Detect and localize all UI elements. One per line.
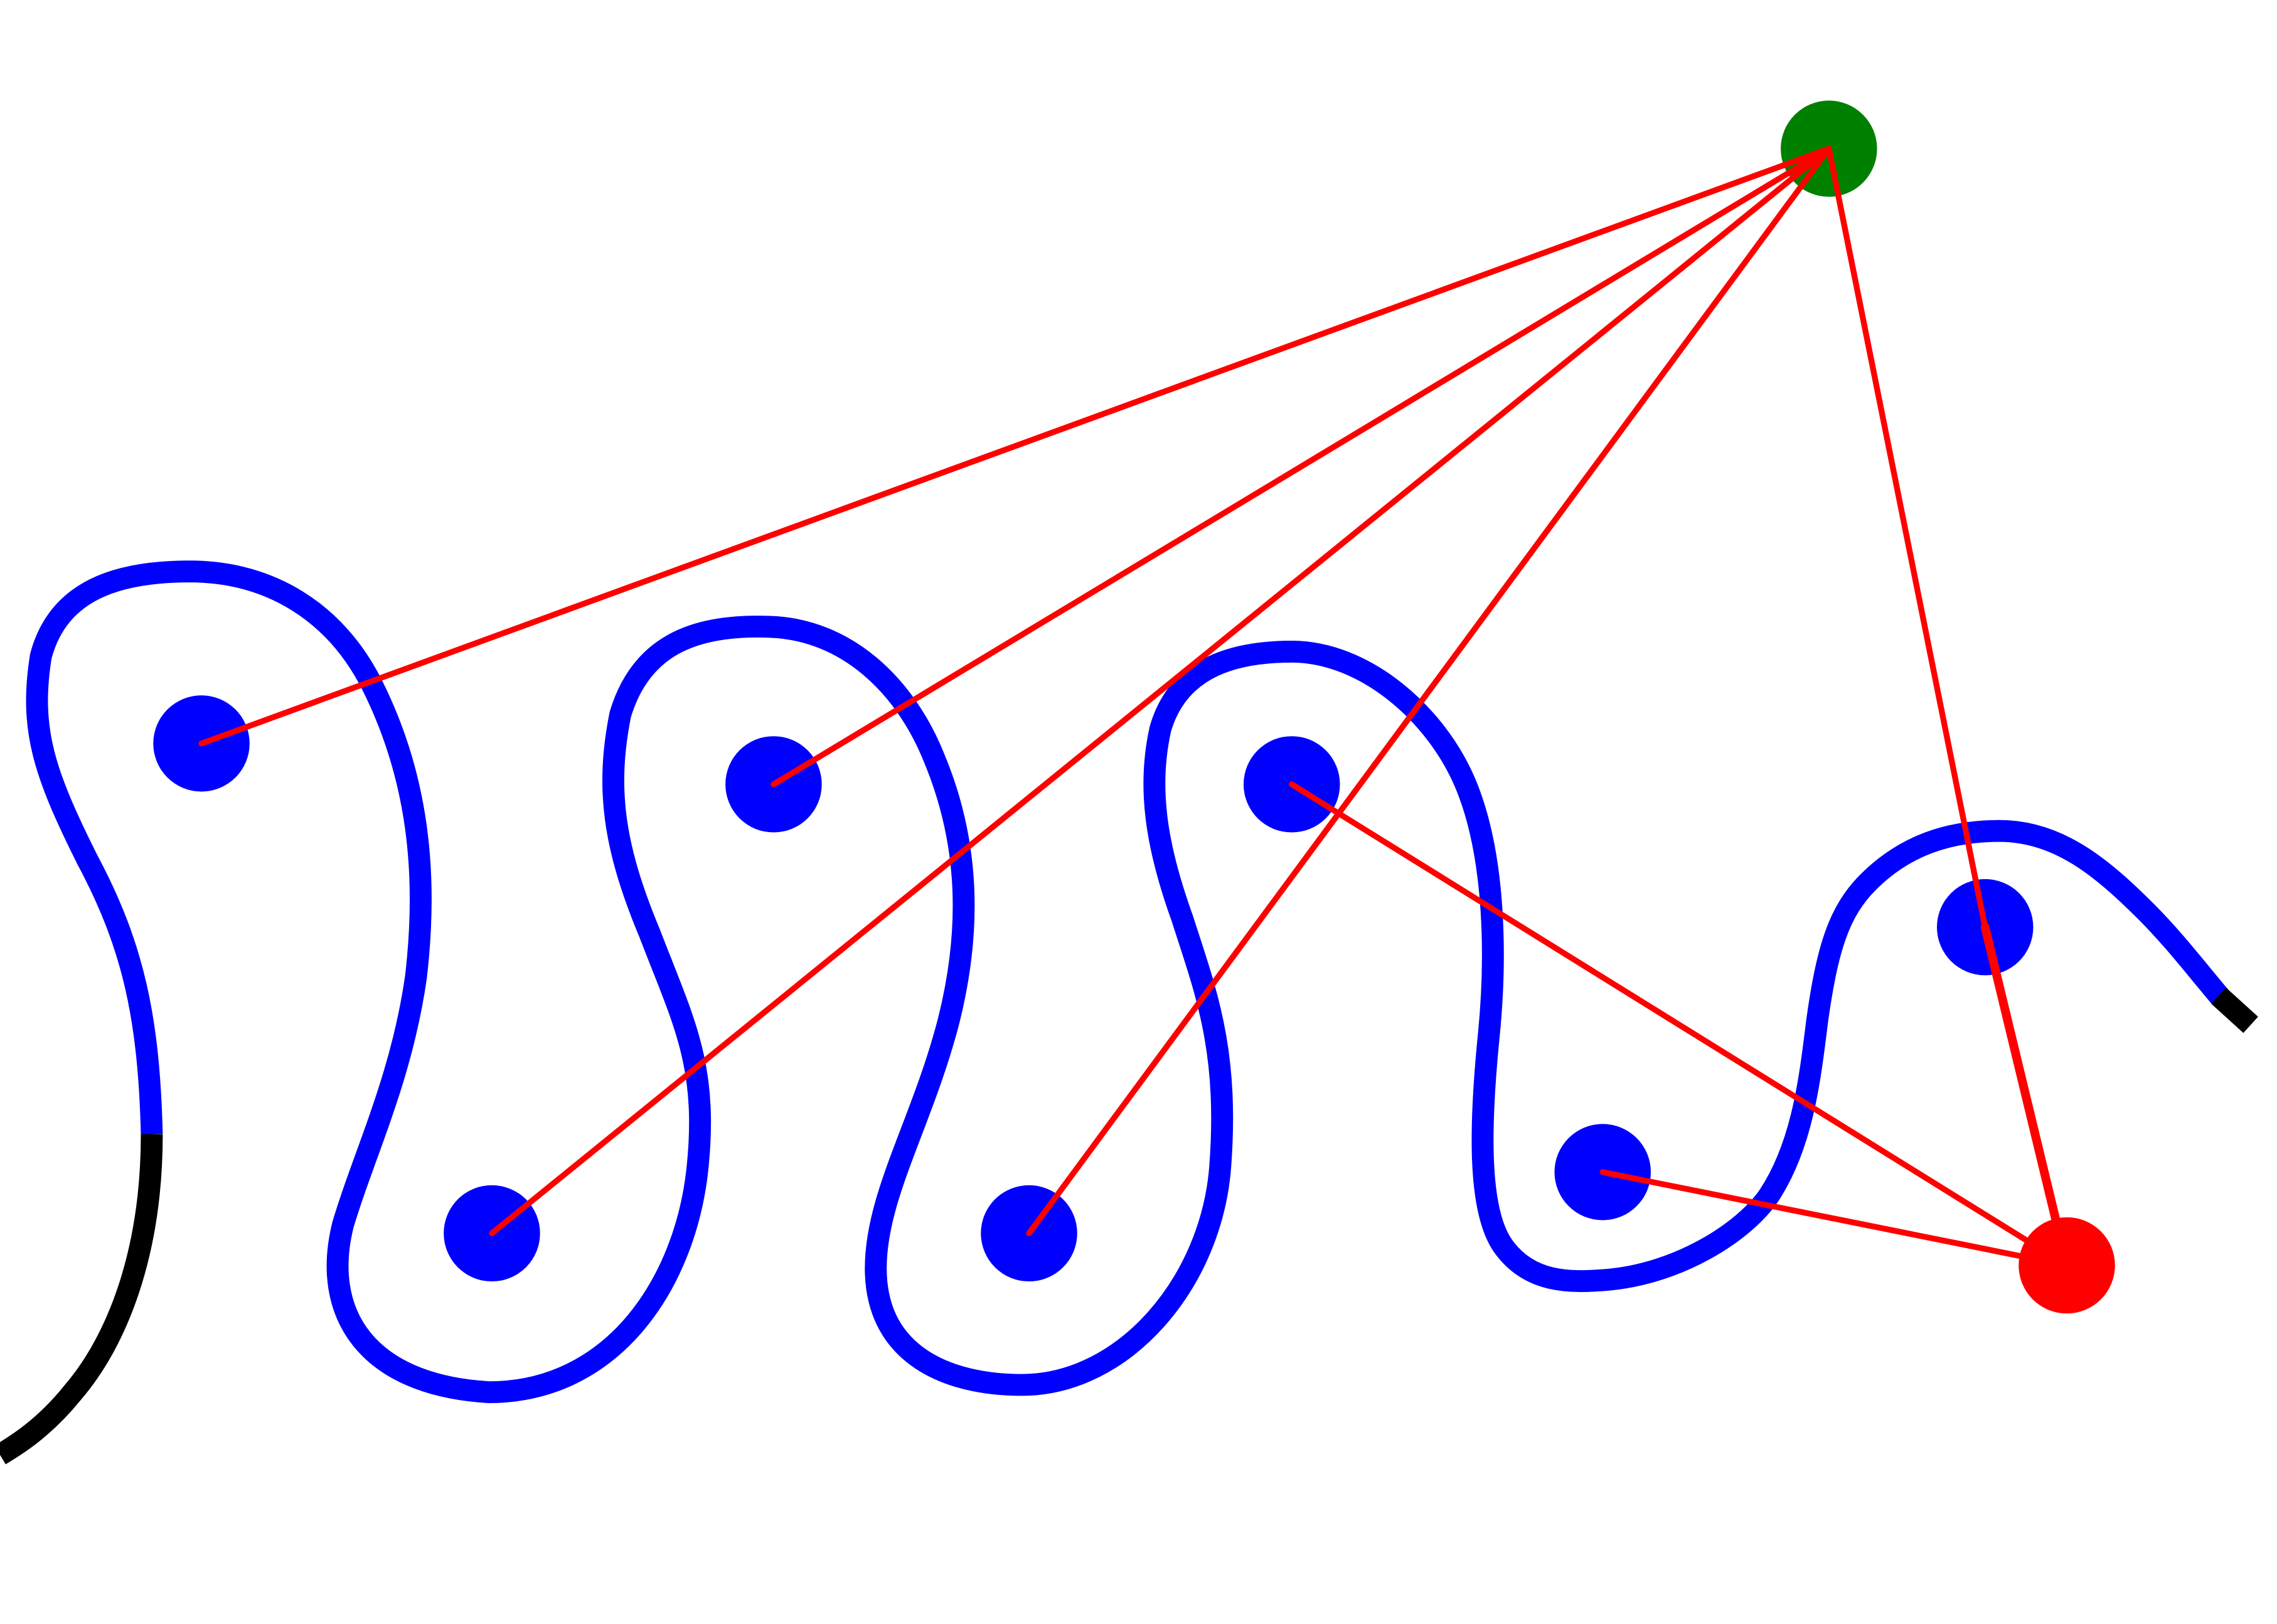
- winding-path: [26, 560, 2230, 1404]
- link-hub-green-n1: [198, 146, 1832, 747]
- path-start-segment: [0, 1134, 163, 1465]
- path-end-segment: [2211, 987, 2258, 1034]
- link-hub-red-n5: [1289, 781, 2070, 1269]
- link-layer: [198, 146, 2071, 1270]
- node-layer: [153, 695, 2034, 1282]
- curve-layer: [0, 560, 2258, 1465]
- link-hub-green-n8: [1826, 146, 1988, 931]
- link-hub-green-n2: [771, 146, 1832, 788]
- link-hub-green-n3: [489, 146, 1832, 1237]
- link-hub-red-n8: [1980, 922, 2071, 1270]
- link-hub-red-n7: [1599, 1169, 2070, 1269]
- link-hub-green-n4: [1026, 146, 1832, 1237]
